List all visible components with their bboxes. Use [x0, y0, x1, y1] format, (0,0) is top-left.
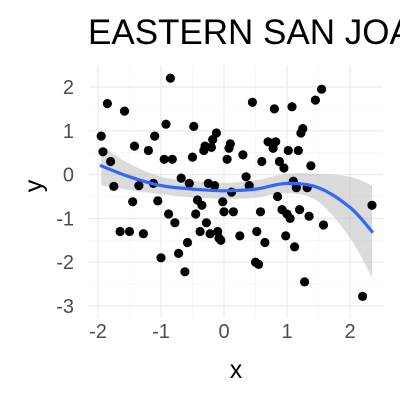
x-tick-label: 2 [344, 321, 355, 343]
smooth-line [99, 164, 374, 234]
data-point [156, 253, 166, 263]
data-point [143, 145, 153, 156]
confidence-band [101, 146, 372, 278]
data-point [238, 150, 248, 160]
data-point [283, 145, 293, 156]
data-point [252, 226, 262, 237]
y-tick-label: -1 [56, 208, 74, 230]
data-point [106, 156, 116, 167]
data-point [298, 124, 308, 134]
data-point [300, 277, 310, 287]
data-point [161, 119, 171, 129]
data-point [176, 173, 186, 183]
x-tick-label: -1 [152, 321, 170, 343]
data-point [306, 161, 316, 171]
data-point [225, 139, 235, 149]
y-tick-label: 0 [63, 165, 74, 187]
data-point [164, 209, 174, 219]
data-point [124, 226, 135, 237]
data-point [153, 196, 163, 206]
data-point [201, 218, 211, 228]
x-axis-label: x [230, 356, 243, 384]
x-tick-label: 0 [218, 321, 229, 343]
data-point [96, 131, 106, 141]
data-point [150, 131, 160, 141]
data-point [222, 154, 232, 164]
data-point [244, 181, 254, 191]
data-point [98, 147, 108, 157]
grid [89, 65, 383, 318]
data-point [206, 142, 216, 152]
data-point [271, 137, 281, 147]
data-point [159, 154, 169, 164]
data-point [263, 137, 273, 147]
data-point [167, 154, 177, 164]
y-tick-labels: -3 -2 -1 0 1 2 [56, 77, 74, 318]
data-point [134, 181, 144, 191]
data-point [367, 200, 377, 210]
y-axis-label: y [20, 179, 48, 192]
data-point [235, 231, 245, 241]
data-point [195, 226, 205, 237]
data-point [285, 213, 295, 223]
x-tick-label: -2 [89, 321, 107, 343]
data-point [174, 248, 184, 258]
data-point [197, 200, 207, 210]
data-point [138, 229, 148, 239]
data-point [257, 156, 267, 167]
data-point [129, 141, 140, 151]
data-point [358, 291, 368, 301]
data-point [184, 178, 194, 188]
data-point [281, 231, 291, 241]
data-point [287, 102, 297, 112]
data-point [180, 267, 190, 277]
data-point [189, 121, 199, 131]
y-tick-label: 1 [63, 121, 74, 143]
y-tick-label: -2 [56, 252, 74, 274]
data-point [191, 209, 201, 219]
data-point [304, 211, 314, 221]
data-point [128, 197, 138, 207]
data-point [295, 205, 305, 215]
data-point [310, 95, 320, 105]
data-point [279, 163, 289, 173]
data-point [119, 106, 130, 116]
data-point [269, 104, 279, 114]
data-point [115, 226, 125, 237]
data-point [291, 183, 301, 193]
data-point [317, 84, 327, 94]
y-tick-label: -3 [56, 296, 74, 318]
data-point [170, 218, 180, 228]
data-point [205, 229, 215, 239]
data-point [293, 145, 303, 156]
data-point [290, 242, 300, 252]
data-point [182, 237, 193, 248]
data-point [247, 97, 257, 107]
data-point [219, 207, 229, 217]
data-point [218, 197, 228, 207]
data-point [211, 128, 221, 138]
data-point [216, 235, 226, 245]
data-point [228, 207, 238, 217]
data-point [109, 181, 119, 191]
data-point [241, 172, 251, 182]
data-point [273, 191, 283, 202]
data-point [274, 156, 284, 167]
data-point [318, 220, 329, 230]
data-point [260, 237, 270, 248]
x-tick-label: 1 [281, 321, 292, 343]
data-point [187, 152, 198, 162]
data-points [96, 73, 377, 301]
y-tick-label: 2 [63, 77, 74, 99]
data-point [165, 73, 175, 83]
data-point [210, 181, 220, 191]
data-point [254, 259, 264, 269]
chart-title: EASTERN SAN JOAQUIN [88, 13, 400, 52]
data-point [255, 207, 266, 217]
x-tick-labels: -2 -1 0 1 2 [89, 321, 355, 343]
data-point [102, 99, 112, 109]
